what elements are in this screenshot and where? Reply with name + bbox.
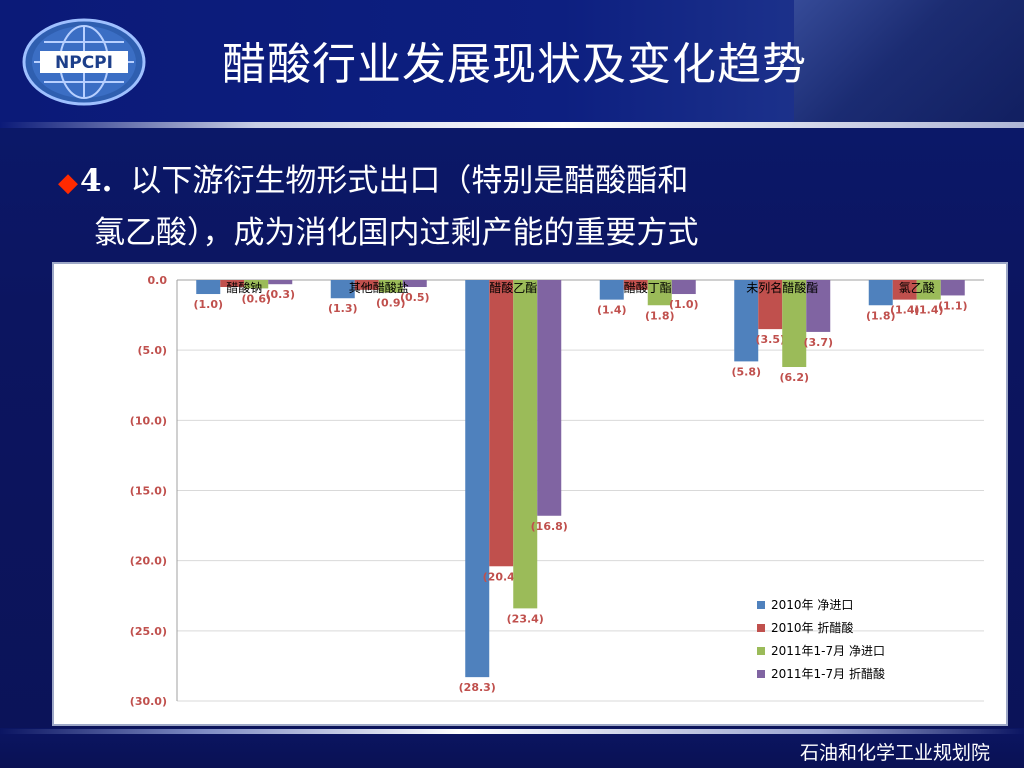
data-label: (1.4) bbox=[890, 304, 920, 317]
data-label: (28.3) bbox=[459, 681, 496, 694]
category-label: 其他醋酸盐 bbox=[349, 280, 409, 295]
legend-swatch bbox=[757, 624, 765, 632]
bar bbox=[354, 280, 379, 290]
bullet-line-1: 以下游衍生物形式出口（特别是醋酸酯和 bbox=[130, 163, 689, 199]
bar bbox=[378, 280, 403, 293]
category-label: 未列名醋酸酯 bbox=[746, 280, 818, 295]
legend-swatch bbox=[757, 670, 765, 678]
footer-divider bbox=[0, 729, 1024, 734]
category-label: 醋酸丁酯 bbox=[624, 280, 672, 295]
category-label: 醋酸钠 bbox=[226, 280, 262, 295]
y-tick-label: (20.0) bbox=[130, 555, 167, 568]
data-label: (23.4) bbox=[507, 612, 544, 625]
bar bbox=[268, 280, 293, 285]
bar bbox=[758, 280, 783, 330]
legend-label: 2010年 折醋酸 bbox=[771, 620, 853, 635]
data-label: (16.8) bbox=[531, 520, 568, 533]
y-tick-label: (15.0) bbox=[130, 485, 167, 498]
bar bbox=[647, 280, 672, 306]
bar bbox=[513, 280, 538, 609]
header-divider bbox=[0, 122, 1024, 128]
category-label: 氯乙酸 bbox=[899, 280, 935, 295]
bar bbox=[671, 280, 696, 295]
data-label: (3.5) bbox=[755, 333, 785, 346]
bar bbox=[402, 280, 427, 288]
y-tick-label: (10.0) bbox=[130, 414, 167, 427]
footer-organization: 石油和化学工业规划院 bbox=[799, 742, 990, 764]
bar bbox=[599, 280, 624, 300]
data-label: (1.3) bbox=[328, 302, 358, 315]
bar bbox=[806, 280, 831, 332]
y-tick-label: 0.0 bbox=[148, 274, 168, 287]
y-tick-label: (25.0) bbox=[130, 625, 167, 638]
bar bbox=[892, 280, 917, 300]
data-label: (5.8) bbox=[731, 365, 761, 378]
bar-chart: 0.0 (5.0) (10.0) (15.0) (20.0) (25.0) (30.0) (1… bbox=[130, 274, 984, 708]
data-label: (0.3) bbox=[265, 288, 295, 301]
npcpi-logo: NPCPI bbox=[22, 18, 146, 106]
data-label: (0.5) bbox=[400, 291, 430, 304]
data-label: (1.4) bbox=[914, 304, 944, 317]
y-tick-label: (30.0) bbox=[130, 695, 167, 708]
bullet-line-2: 氯乙酸），成为消化国内过剩产能的重要方式 bbox=[94, 215, 699, 251]
slide-title: 醋酸行业发展现状及变化趋势 bbox=[222, 39, 807, 90]
data-label: (1.4) bbox=[597, 304, 627, 317]
bar bbox=[220, 280, 245, 288]
bar bbox=[623, 280, 648, 290]
legend-label: 2011年1-7月 净进口 bbox=[771, 644, 885, 658]
logo-text: NPCPI bbox=[55, 53, 113, 73]
bar bbox=[537, 280, 562, 516]
data-label: (1.8) bbox=[645, 309, 675, 322]
bar bbox=[940, 280, 965, 296]
diamond-bullet-icon: ◆ bbox=[58, 168, 78, 198]
bar bbox=[196, 280, 221, 295]
bullet-point: ◆4. 以下游衍生物形式出口（特别是醋酸酯和 氯乙酸），成为消化国内过剩产能的重要… bbox=[58, 156, 1018, 258]
data-label: (1.8) bbox=[866, 309, 896, 322]
chart-container: 0.0 (5.0) (10.0) (15.0) (20.0) (25.0) (30.0) (1… bbox=[52, 262, 1008, 726]
bullet-number: 4. bbox=[80, 163, 113, 199]
data-label: (0.9) bbox=[376, 297, 406, 310]
bar bbox=[489, 280, 514, 567]
data-label: (0.6) bbox=[241, 292, 271, 305]
bar bbox=[868, 280, 893, 306]
data-label: (6.2) bbox=[779, 371, 809, 384]
legend-label: 2010年 净进口 bbox=[771, 598, 853, 612]
bar bbox=[465, 280, 490, 678]
data-label: (1.0) bbox=[193, 298, 223, 311]
data-label: (1.1) bbox=[938, 299, 968, 312]
data-label: (1.0) bbox=[669, 298, 699, 311]
footer-band bbox=[0, 728, 1024, 768]
legend-swatch bbox=[757, 647, 765, 655]
legend-label: 2011年1-7月 折醋酸 bbox=[771, 666, 885, 681]
header-photo bbox=[794, 0, 1024, 122]
bar bbox=[916, 280, 941, 300]
bar bbox=[782, 280, 807, 368]
bar bbox=[330, 280, 355, 299]
bar bbox=[734, 280, 759, 362]
data-label: (20.4) bbox=[483, 570, 520, 583]
y-tick-label: (5.0) bbox=[137, 344, 167, 357]
bar bbox=[244, 280, 269, 289]
category-label: 醋酸乙酯 bbox=[489, 280, 537, 295]
data-label: (3.7) bbox=[803, 336, 833, 349]
legend-swatch bbox=[757, 601, 765, 609]
